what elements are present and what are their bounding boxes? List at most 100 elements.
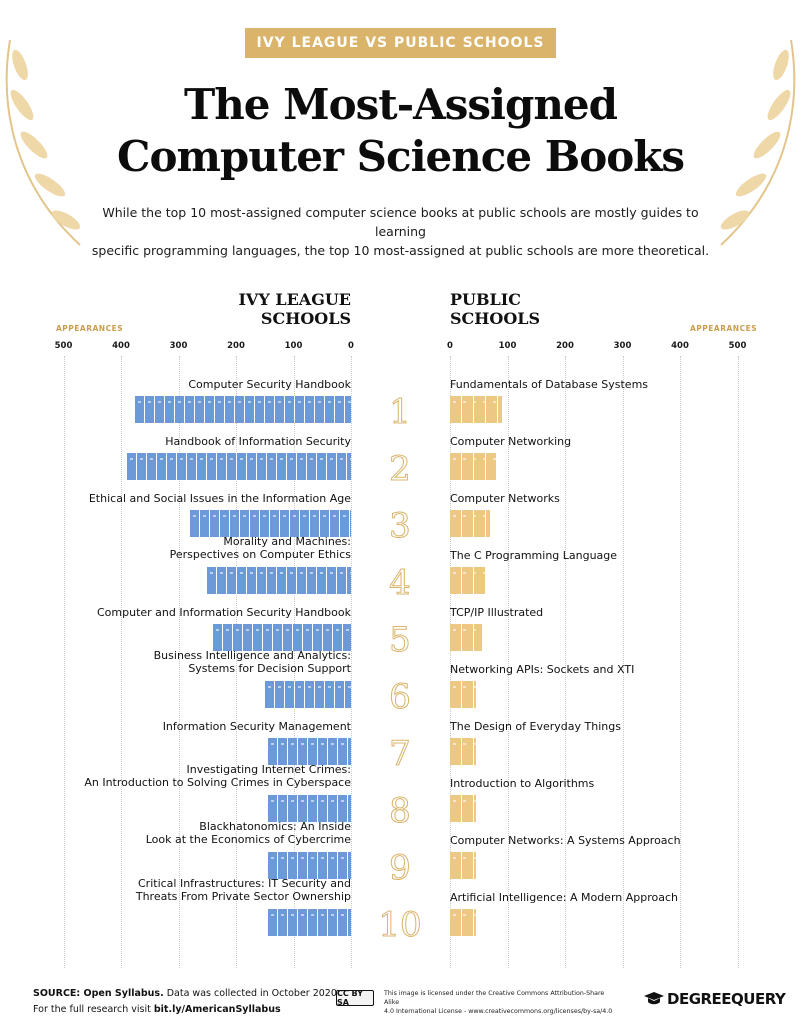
book-label-line: TCP/IP Illustrated (450, 606, 544, 619)
ivy-book-label: Computer Security Handbook (40, 378, 351, 391)
ivy-heading-line1: IVY LEAGUE (238, 290, 351, 309)
ivy-book-label: Information Security Management (40, 720, 351, 733)
public-tick-label: 500 (728, 341, 747, 351)
book-label-line: Systems for Decision Support (188, 662, 351, 675)
public-book-label: The Design of Everyday Things (450, 720, 750, 733)
ivy-gridline (121, 356, 122, 968)
rank-number: 4 (389, 563, 412, 603)
public-heading-line1: PUBLIC (450, 290, 521, 309)
ivy-tick-label: 300 (169, 341, 188, 351)
license-line1: This image is licensed under the Creativ… (384, 990, 605, 1006)
public-book-label: Introduction to Algorithms (450, 777, 750, 790)
public-tick-label: 200 (556, 341, 574, 351)
public-heading-line2: SCHOOLS (450, 309, 541, 328)
license-line2: 4.0 International License - www.creative… (384, 1008, 613, 1015)
ivy-gridline (236, 356, 237, 968)
ivy-gridline (351, 356, 352, 968)
ivy-bar (207, 567, 351, 594)
public-axis-label: APPEARANCES (690, 324, 758, 333)
ivy-gridline (178, 356, 180, 968)
ivy-axis-label: APPEARANCES (56, 324, 124, 333)
rank-number: 3 (389, 506, 412, 546)
ivy-heading: IVY LEAGUE SCHOOLS (200, 290, 351, 328)
category-banner: IVY LEAGUE VS PUBLIC SCHOOLS (245, 28, 556, 58)
public-gridline (507, 356, 509, 968)
ivy-gridline (63, 356, 65, 968)
book-label-line: Computer Security Handbook (188, 378, 351, 391)
book-label-line: Look at the Economics of Cybercrime (145, 833, 351, 846)
ivy-heading-line2: SCHOOLS (260, 309, 351, 328)
laurel-left-icon (5, 39, 81, 246)
public-tick-label: 100 (498, 341, 517, 351)
ivy-book-label: Computer and Information Security Handbo… (40, 606, 351, 619)
rank-number: 9 (389, 848, 412, 888)
public-book-label: Computer Networking (450, 435, 750, 448)
public-book-label: Networking APIs: Sockets and XTI (450, 663, 750, 676)
public-gridline (680, 356, 681, 968)
book-label-line: Threats From Private Sector Ownership (135, 890, 351, 903)
ivy-book-label: Ethical and Social Issues in the Informa… (40, 492, 351, 505)
public-gridline (737, 356, 739, 968)
ivy-tick-label: 100 (284, 341, 303, 351)
subtitle-line1: While the top 10 most-assigned computer … (102, 205, 699, 239)
degreequery-logo: DEGREEQUERY (644, 990, 786, 1008)
public-tick-label: 300 (613, 341, 632, 351)
public-bar (450, 510, 491, 537)
public-bar (450, 909, 476, 936)
public-gridline (450, 356, 451, 968)
cc-license-icon: CC BY SA (336, 989, 374, 1007)
public-heading: PUBLIC SCHOOLS (450, 290, 601, 328)
book-label-line: Business Intelligence and Analytics: (153, 649, 351, 662)
book-label-line: Computer and Information Security Handbo… (97, 606, 351, 619)
book-label-line: Perspectives on Computer Ethics (169, 548, 351, 561)
license-text: This image is licensed under the Creativ… (384, 989, 614, 1016)
ivy-bar (267, 909, 351, 936)
public-bar (450, 567, 485, 594)
ivy-bar (190, 510, 351, 537)
public-gridline (565, 356, 566, 968)
book-label-line: Blackhatonomics: An Inside (199, 820, 351, 833)
rank-number: 7 (389, 734, 412, 774)
ivy-bar (264, 681, 351, 708)
book-label-line: Handbook of Information Security (165, 435, 351, 448)
rank-number: 10 (378, 905, 422, 945)
ivy-book-label: Critical Infrastructures: IT Security an… (40, 877, 351, 903)
research-text: For the full research visit (33, 1004, 151, 1015)
ivy-tick-label: 400 (112, 341, 130, 351)
book-label-line: Information Security Management (162, 720, 351, 733)
book-label-line: Morality and Machines: (223, 535, 351, 548)
book-label-line: Artificial Intelligence: A Modern Approa… (450, 891, 678, 904)
ivy-book-label: Morality and Machines: Perspectives on Co… (40, 535, 351, 561)
rank-number: 6 (389, 677, 412, 717)
research-link[interactable]: bit.ly/AmericanSyllabus (153, 1004, 281, 1015)
page-title-line2: Computer Science Books (117, 132, 685, 181)
book-label-line: Investigating Internet Crimes: (186, 763, 352, 776)
book-label-line: Networking APIs: Sockets and XTI (450, 663, 635, 676)
source-text: Data was collected in October 2020. (166, 988, 340, 999)
rank-number: 8 (389, 791, 412, 831)
graduation-cap-icon (644, 992, 664, 1005)
public-book-label: Computer Networks (450, 492, 750, 505)
book-label-line: Computer Networking (450, 435, 572, 448)
public-tick-label: 400 (671, 341, 689, 351)
public-book-label: Artificial Intelligence: A Modern Approa… (450, 891, 750, 904)
public-bar (450, 681, 476, 708)
book-label-line: Fundamentals of Database Systems (450, 378, 649, 391)
ivy-book-label: Blackhatonomics: An Inside Look at the Ec… (40, 820, 351, 846)
page-title-line1: The Most-Assigned (184, 80, 618, 129)
logo-text: DEGREEQUERY (667, 990, 786, 1008)
ivy-bar (267, 852, 351, 879)
ivy-bar (267, 795, 351, 822)
book-label-line: Ethical and Social Issues in the Informa… (88, 492, 351, 505)
laurel-right-icon (720, 39, 796, 246)
ivy-bar (126, 453, 351, 480)
public-bar (450, 396, 502, 423)
public-bar (450, 738, 476, 765)
ivy-bar (213, 624, 351, 651)
book-label-line: Computer Networks: A Systems Approach (450, 834, 681, 847)
rank-number: 2 (389, 449, 412, 489)
ivy-tick-label: 200 (227, 341, 245, 351)
subtitle-line2: specific programming languages, the top … (91, 243, 710, 258)
rank-number: 1 (389, 392, 412, 432)
rank-number: 5 (389, 620, 412, 660)
